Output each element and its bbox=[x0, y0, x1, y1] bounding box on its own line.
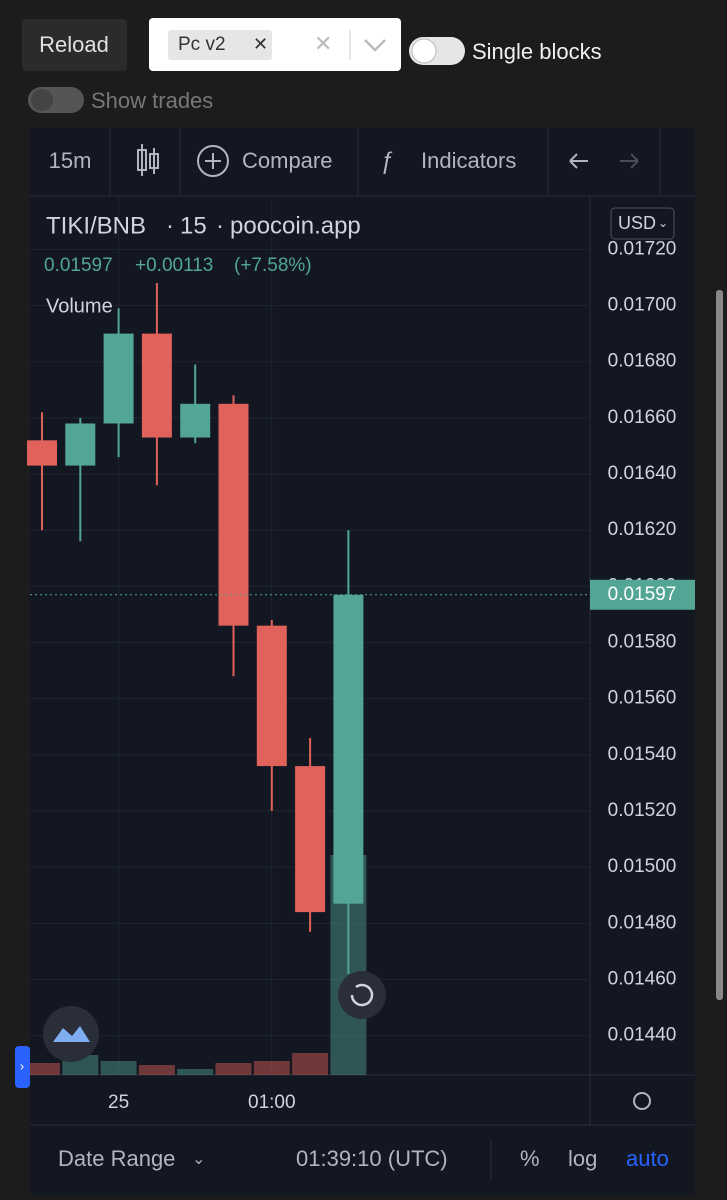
y-tick-label: 0.01480 bbox=[608, 912, 677, 933]
currency-arrow: ⌄ bbox=[658, 216, 668, 230]
candle-body bbox=[27, 440, 57, 466]
source: poocoin.app bbox=[230, 212, 361, 239]
pair-chip bbox=[168, 30, 272, 60]
price-change-pct: (+7.58%) bbox=[234, 255, 312, 276]
settings-icon[interactable] bbox=[633, 1092, 651, 1110]
volume-bar bbox=[253, 1061, 290, 1075]
x-tick-label: 25 bbox=[108, 1092, 129, 1113]
y-tick-label: 0.01440 bbox=[608, 1025, 677, 1046]
undo-icon[interactable] bbox=[569, 153, 588, 169]
compare-button[interactable]: Compare bbox=[242, 148, 332, 173]
date-range-arrow: ⌄ bbox=[192, 1151, 205, 1168]
single-blocks-label: Single blocks bbox=[472, 39, 602, 64]
volume-bar bbox=[100, 1061, 137, 1075]
plot-area bbox=[24, 196, 590, 1075]
volume-bar bbox=[24, 1063, 60, 1075]
candle-body bbox=[333, 594, 364, 904]
log-button[interactable]: log bbox=[568, 1146, 597, 1171]
interval-button[interactable]: 15m bbox=[49, 148, 92, 173]
compare-icon[interactable] bbox=[197, 145, 229, 177]
candle-body bbox=[295, 766, 326, 913]
y-tick-label: 0.01660 bbox=[608, 407, 677, 428]
auto-button[interactable]: auto bbox=[626, 1146, 669, 1171]
y-tick-label: 0.01720 bbox=[608, 238, 677, 259]
y-tick-label: 0.01700 bbox=[608, 295, 677, 316]
side-toggle[interactable] bbox=[15, 1046, 30, 1088]
currency: USD bbox=[618, 213, 656, 233]
x-tick-label: 01:00 bbox=[248, 1092, 296, 1113]
chart-type-icon[interactable] bbox=[137, 144, 159, 176]
toggle-knob bbox=[31, 89, 53, 111]
y-tick-label: 0.01620 bbox=[608, 519, 677, 540]
last-price: 0.01597 bbox=[44, 255, 113, 276]
y-tick-label: 0.01640 bbox=[608, 463, 677, 484]
pair-chip-label: Pc v2 bbox=[178, 34, 226, 55]
y-tick-label: 0.01500 bbox=[608, 856, 677, 877]
clock: 01:39:10 (UTC) bbox=[296, 1146, 448, 1171]
volume-bar bbox=[138, 1065, 175, 1075]
y-tick-label: 0.01580 bbox=[608, 632, 677, 653]
clear-icon[interactable]: ✕ bbox=[314, 31, 332, 56]
redo-icon bbox=[620, 153, 639, 169]
y-tick-label: 0.01520 bbox=[608, 800, 677, 821]
chip-remove[interactable]: ✕ bbox=[253, 34, 268, 54]
y-tick-label: 0.01460 bbox=[608, 969, 677, 990]
show-trades-label: Show trades bbox=[91, 88, 213, 113]
symbol: TIKI/BNB bbox=[46, 212, 146, 239]
candle-body bbox=[180, 403, 211, 438]
scrollbar[interactable] bbox=[716, 290, 723, 1000]
compare-plus bbox=[205, 153, 221, 169]
y-tick-label: 0.01680 bbox=[608, 351, 677, 372]
candle-body bbox=[103, 333, 134, 424]
dot: · bbox=[216, 212, 224, 239]
last-price-tag bbox=[590, 579, 695, 610]
volume-bar bbox=[215, 1063, 252, 1075]
candle-body bbox=[256, 625, 287, 767]
side-toggle-arrow: › bbox=[20, 1058, 24, 1073]
reset-button[interactable] bbox=[338, 971, 386, 1019]
toggle-knob bbox=[411, 38, 437, 64]
last-price-label: 0.01597 bbox=[608, 584, 677, 605]
indicators-button[interactable]: Indicators bbox=[421, 148, 516, 173]
price-change: +0.00113 bbox=[135, 255, 213, 276]
reload-button[interactable] bbox=[22, 19, 127, 71]
logo bbox=[53, 1026, 90, 1042]
y-tick-label: 0.01540 bbox=[608, 744, 677, 765]
dropdown-icon[interactable] bbox=[364, 39, 386, 52]
volume-legend: Volume bbox=[46, 295, 113, 317]
currency-select[interactable] bbox=[610, 207, 675, 240]
interval: 15 bbox=[180, 212, 207, 239]
date-range-button[interactable]: Date Range bbox=[58, 1146, 175, 1171]
candle-body bbox=[65, 423, 96, 466]
logo-button[interactable] bbox=[43, 1006, 99, 1062]
reload-label: Reload bbox=[39, 32, 109, 57]
reset-icon bbox=[350, 983, 374, 1007]
percent-button[interactable]: % bbox=[520, 1146, 540, 1171]
candle-body bbox=[218, 403, 249, 626]
candle-body bbox=[141, 333, 172, 438]
indicators-icon[interactable]: ƒ bbox=[380, 147, 393, 174]
volume-bar bbox=[292, 1053, 329, 1075]
y-tick-label: 0.01560 bbox=[608, 688, 677, 709]
volume-bar bbox=[177, 1069, 214, 1075]
dot: · bbox=[166, 212, 174, 239]
